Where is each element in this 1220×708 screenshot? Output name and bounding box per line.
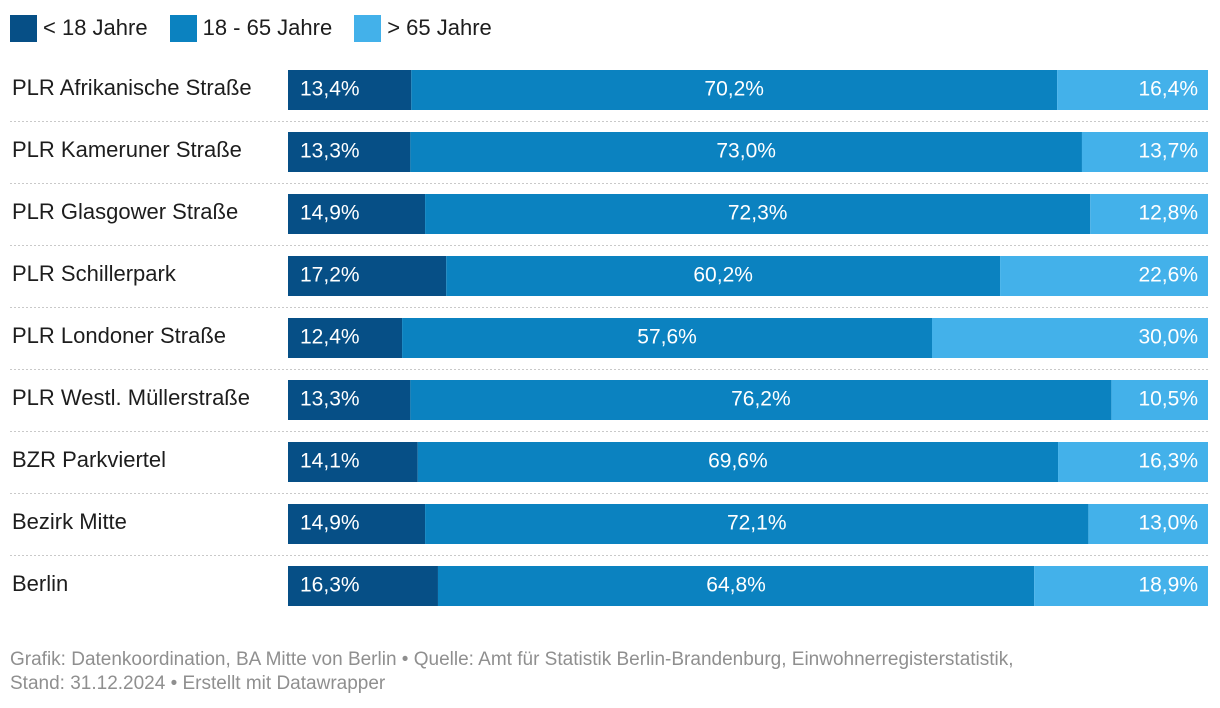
bar-segment: [446, 256, 1001, 296]
data-label: 14,9%: [300, 512, 360, 535]
data-label: 73,0%: [716, 140, 776, 163]
data-label: 17,2%: [300, 264, 360, 287]
data-label: 13,0%: [1138, 512, 1198, 535]
legend-label-18-65: 18 - 65 Jahre: [202, 15, 333, 40]
footer-source-line: Grafik: Datenkoordination, BA Mitte von …: [10, 649, 1014, 670]
bar-segment: [417, 442, 1059, 482]
data-label: 72,3%: [728, 202, 788, 225]
legend-item-18-65: 18 - 65 Jahre: [169, 14, 333, 42]
legend-swatch-18-65: [169, 14, 197, 42]
data-label: 64,8%: [706, 574, 766, 597]
legend: < 18 Jahre 18 - 65 Jahre > 65 Jahre: [10, 14, 514, 42]
data-label: 16,4%: [1138, 78, 1198, 101]
data-label: 30,0%: [1138, 326, 1198, 349]
bar-segment: [1034, 566, 1208, 606]
row-label: Berlin: [12, 571, 68, 596]
row-label: BZR Parkviertel: [12, 447, 166, 472]
data-label: 16,3%: [300, 574, 360, 597]
bar-segment: [1000, 256, 1208, 296]
bar-segment: [425, 194, 1091, 234]
bar-segment: [411, 70, 1058, 110]
data-label: 70,2%: [704, 78, 764, 101]
legend-item-over-65: > 65 Jahre: [354, 14, 492, 42]
data-label: 69,6%: [708, 450, 768, 473]
legend-label-over-65: > 65 Jahre: [387, 15, 492, 40]
data-label: 57,6%: [637, 326, 697, 349]
bar-segment: [288, 132, 411, 172]
data-label: 18,9%: [1138, 574, 1198, 597]
bar-segment: [288, 318, 403, 358]
row-label: PLR Westl. Müllerstraße: [12, 385, 250, 410]
bar-segment: [288, 380, 411, 420]
data-label: 10,5%: [1138, 388, 1198, 411]
data-label: 16,3%: [1138, 450, 1198, 473]
bar-segment: [425, 504, 1089, 544]
data-label: 13,4%: [300, 78, 360, 101]
bar-segment: [437, 566, 1035, 606]
data-label: 14,1%: [300, 450, 360, 473]
stacked-bar-chart: PLR Afrikanische Straße 13,4% 70,2% 16,4% PL…: [10, 70, 1210, 606]
data-label: 72,1%: [727, 512, 787, 535]
bar-segment: [402, 318, 933, 358]
bar-segment: [410, 132, 1082, 172]
data-label: 13,3%: [300, 388, 360, 411]
legend-swatch-over-65: [354, 14, 382, 42]
row-label: Bezirk Mitte: [12, 509, 127, 534]
legend-item-under-18: < 18 Jahre: [10, 14, 148, 42]
bar-segment: [288, 256, 447, 296]
data-label: 22,6%: [1138, 264, 1198, 287]
bar-segment: [288, 566, 438, 606]
row-label: PLR Afrikanische Straße: [12, 75, 252, 100]
row-label: PLR Schillerpark: [12, 261, 177, 286]
data-label: 13,7%: [1138, 140, 1198, 163]
row-label: PLR Kameruner Straße: [12, 137, 242, 162]
bar-segment: [1088, 504, 1208, 544]
row-label: PLR Glasgower Straße: [12, 199, 238, 224]
data-label: 12,8%: [1138, 202, 1198, 225]
data-label: 60,2%: [693, 264, 753, 287]
legend-label-under-18: < 18 Jahre: [43, 15, 148, 40]
bar-segment: [1057, 70, 1208, 110]
legend-swatch-under-18: [10, 14, 37, 42]
data-label: 76,2%: [731, 388, 791, 411]
row-label: PLR Londoner Straße: [12, 323, 226, 348]
chart-footer: Grafik: Datenkoordination, BA Mitte von …: [10, 648, 1190, 696]
bar-segment: [1081, 132, 1208, 172]
bar-segment: [288, 194, 426, 234]
bar-segment: [1090, 194, 1208, 234]
bar-segment: [932, 318, 1208, 358]
footer-credit-line: Stand: 31.12.2024 • Erstellt mit Datawra…: [10, 673, 386, 694]
data-label: 12,4%: [300, 326, 360, 349]
bar-segment: [1111, 380, 1208, 420]
bar-segment: [288, 70, 412, 110]
bar-segment: [410, 380, 1112, 420]
bar-segment: [1058, 442, 1208, 482]
bar-segment: [288, 504, 426, 544]
data-label: 14,9%: [300, 202, 360, 225]
data-label: 13,3%: [300, 140, 360, 163]
bar-segment: [288, 442, 418, 482]
